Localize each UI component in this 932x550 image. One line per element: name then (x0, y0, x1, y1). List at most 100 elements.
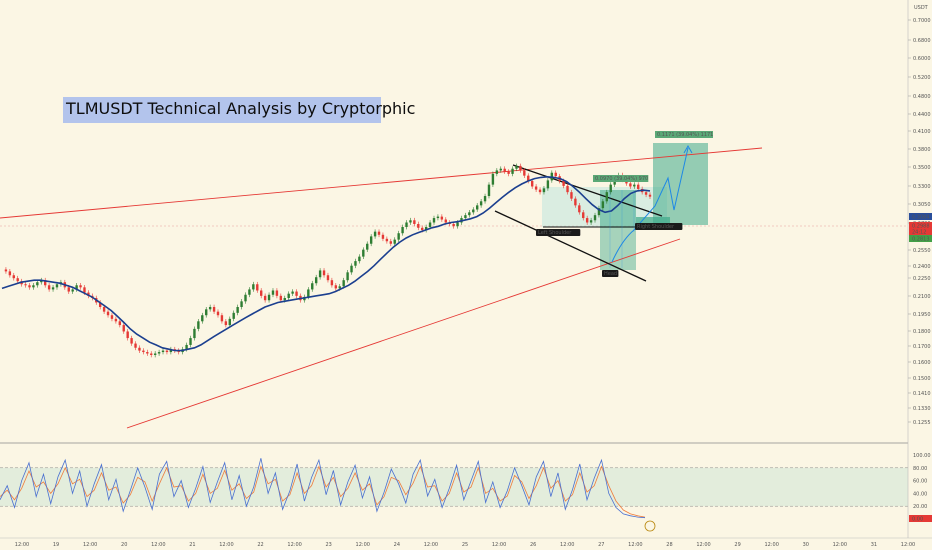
candle-body (358, 256, 361, 262)
currency-label: USDT (914, 5, 929, 11)
candle-body (36, 282, 39, 286)
candle-body (381, 234, 385, 239)
candle-body (260, 290, 263, 296)
time-tick-label: 28 (666, 542, 672, 548)
candle-body (436, 216, 440, 219)
candle-body (574, 198, 577, 206)
candle-body (118, 321, 122, 326)
time-tick-label: 12:00 (219, 542, 233, 548)
candle-body (228, 318, 231, 326)
candle-body (130, 338, 133, 344)
price-tick-label: 0.1330 (913, 406, 931, 412)
pattern-label-background (536, 229, 581, 236)
candle-body (279, 295, 283, 301)
candle-body (338, 286, 341, 289)
candle-body (212, 307, 216, 312)
candle-body (523, 170, 526, 176)
time-tick-label: 12:00 (287, 542, 301, 548)
target-zone (653, 143, 708, 225)
price-tick-label: 0.4400 (913, 112, 931, 118)
upper-trendline (0, 147, 763, 219)
pattern-label-background (602, 270, 619, 277)
price-badge-label: 0.2988 (912, 224, 930, 230)
candle-body (330, 280, 334, 286)
price-badge-label: 0.2813 (912, 237, 930, 243)
price-axis-background (908, 0, 932, 550)
price-badge (909, 213, 932, 220)
stoch-tick-label: 100.00 (913, 453, 931, 459)
candle-body (629, 183, 632, 187)
candle-body (593, 215, 597, 221)
candle-body (566, 185, 569, 193)
candle-body (146, 352, 149, 354)
candle-body (283, 298, 286, 301)
candle-body (633, 184, 636, 187)
candle-body (44, 280, 47, 286)
channel-upper-line (512, 164, 663, 217)
candle-body (554, 172, 557, 177)
candle-body (8, 271, 12, 276)
trade-label: 0.1171 (39.04%) 1171 (657, 132, 713, 138)
time-tick-label: 22 (257, 542, 263, 548)
time-tick-label: 12:00 (492, 542, 506, 548)
candle-body (405, 222, 408, 228)
candle-body (28, 285, 31, 288)
candle-body (644, 192, 648, 195)
candle-body (413, 220, 416, 224)
candle-body (122, 325, 125, 332)
time-tick-label: 12:00 (356, 542, 370, 548)
price-tick-label: 0.1410 (913, 391, 931, 397)
candle-body (464, 215, 467, 219)
candle-body (589, 220, 593, 223)
price-tick-label: 0.3800 (913, 147, 931, 153)
candle-body (397, 233, 400, 240)
candle-body (366, 243, 369, 250)
time-tick-label: 23 (326, 542, 332, 548)
time-tick-label: 30 (803, 542, 809, 548)
stoch-tick-label: 80.00 (913, 466, 927, 472)
candle-body (291, 291, 294, 294)
candle-body (126, 331, 129, 339)
time-tick-label: 12:00 (15, 542, 29, 548)
candle-body (75, 285, 78, 290)
candle-body (185, 344, 188, 350)
candle-body (609, 184, 612, 193)
price-tick-label: 0.1950 (913, 312, 931, 318)
candle-body (193, 328, 196, 339)
candle-body (585, 218, 589, 223)
candle-body (369, 236, 373, 244)
candle-body (32, 285, 35, 288)
candle-body (197, 321, 200, 329)
candle-body (322, 270, 326, 276)
candle-body (409, 220, 412, 223)
price-tick-label: 0.7000 (913, 18, 931, 24)
stoch-highlight-circle (644, 520, 656, 532)
time-tick-label: 31 (871, 542, 877, 548)
chart-title-background (63, 97, 381, 123)
price-tick-label: 0.2550 (913, 248, 931, 254)
candle-body (377, 231, 381, 235)
candle-body (98, 302, 102, 308)
candle-body (597, 208, 601, 216)
trade-label: 0.0970 (39.04%) 970 (595, 176, 648, 182)
channel-lower-line (494, 210, 647, 282)
stoch-k-line (0, 458, 646, 519)
candle-body (499, 168, 502, 171)
candle-body (55, 284, 59, 288)
candle-body (393, 239, 396, 244)
candle-body (637, 184, 640, 189)
candle-body (114, 318, 118, 322)
stoch-badge-label: 0.00 (912, 517, 923, 523)
time-tick-label: 29 (734, 542, 740, 548)
pattern-label: Head (604, 271, 617, 277)
time-tick-label: 12:00 (764, 542, 778, 548)
candle-body (244, 294, 247, 302)
candle-body (67, 287, 70, 292)
time-tick-label: 19 (53, 542, 59, 548)
candle-body (224, 321, 228, 326)
candle-body (401, 227, 404, 234)
price-badge (909, 235, 932, 242)
candle-body (220, 315, 224, 322)
candle-body (601, 201, 605, 209)
